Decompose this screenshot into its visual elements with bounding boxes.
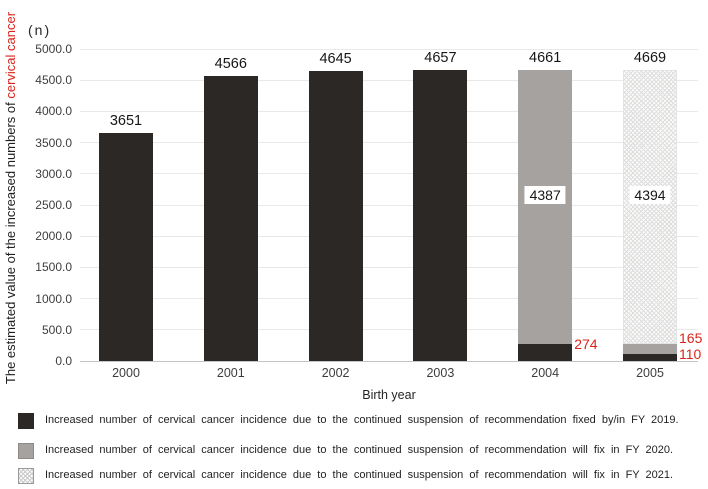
gridline: [80, 48, 698, 50]
bar-segment-gray: [623, 343, 677, 355]
legend-label-fy2019: Increased number of cervical cancer inci…: [45, 413, 679, 426]
x-axis-line: [80, 360, 698, 362]
gridline: [80, 173, 698, 175]
gridline: [80, 142, 698, 144]
bar-total-label: 4661: [529, 50, 562, 67]
bar-segment-black: [623, 354, 677, 361]
bar-segment-black: [99, 133, 153, 361]
gridline: [80, 204, 698, 206]
gridline: [80, 298, 698, 300]
y-tick-label: 1000.0: [35, 291, 72, 306]
bar-total-label: 4669: [633, 49, 667, 66]
x-tick-label: 2002: [321, 366, 350, 380]
bar-segment-hatch: [623, 69, 677, 344]
legend-label-fy2021: Increased number of cervical cancer inci…: [45, 468, 674, 481]
legend-item-fy2020: Increased number of cervical cancer inci…: [18, 442, 704, 459]
y-tick-label: 0.0: [55, 354, 72, 368]
y-tick-label: 3500.0: [35, 135, 72, 150]
bar-segment-gray: [518, 70, 573, 344]
bar-side-label: 110: [679, 346, 702, 363]
legend: Increased number of cervical cancer inci…: [18, 412, 704, 484]
bar-total-label: 4566: [214, 56, 247, 73]
bar-total-label: 4645: [319, 51, 352, 68]
legend-swatch-gray-icon: [18, 442, 34, 459]
gridline: [80, 266, 698, 268]
unit-label: (n): [28, 22, 52, 38]
bar-segment-black: [203, 76, 258, 361]
legend-swatch-black-icon: [18, 412, 34, 429]
bar-inside-label: 4387: [524, 186, 566, 205]
y-tick-label: 2000.0: [35, 229, 72, 244]
x-tick-label: 2005: [636, 366, 664, 380]
x-tick-label: 2000: [112, 366, 140, 380]
bar-segment-black: [518, 343, 573, 361]
legend-label-fy2020: Increased number of cervical cancer inci…: [45, 443, 674, 456]
y-tick-label: 5000.0: [35, 42, 72, 56]
legend-swatch-hatch-icon: [18, 467, 34, 484]
bar-side-label: 274: [574, 335, 598, 352]
x-axis-title: Birth year: [362, 388, 416, 402]
y-tick-label: 3000.0: [35, 166, 72, 181]
y-axis-ticks: 0.0 500.0 1000.0 1500.0 2000.0 2500.0 3000.0 35…: [0, 42, 72, 368]
x-tick-label: 2004: [531, 366, 560, 380]
bar-total-label: 3651: [109, 113, 143, 130]
y-tick-label: 4000.0: [35, 104, 72, 119]
y-tick-label: 4500.0: [35, 73, 72, 88]
gridline: [80, 79, 698, 81]
gridline: [80, 235, 698, 237]
x-tick-label: 2001: [216, 366, 245, 380]
bar-segment-black: [413, 70, 468, 361]
bar-side-label: 165: [679, 330, 703, 347]
legend-item-fy2019: Increased number of cervical cancer inci…: [18, 412, 704, 429]
y-tick-label: 500.0: [41, 322, 72, 337]
gridline: [80, 110, 698, 112]
bar-inside-label: 4394: [629, 185, 671, 204]
legend-item-fy2021: Increased number of cervical cancer inci…: [18, 467, 704, 484]
bar-total-label: 4657: [424, 50, 457, 67]
y-tick-label: 1500.0: [35, 260, 72, 275]
gridline: [80, 329, 698, 331]
y-tick-label: 2500.0: [35, 198, 72, 212]
plot-area: 3651 2000 4566 2001 4645 2002 4657 2003 4661 2004…: [80, 48, 702, 380]
bar-segment-black: [308, 71, 363, 361]
x-tick-label: 2003: [426, 366, 455, 380]
